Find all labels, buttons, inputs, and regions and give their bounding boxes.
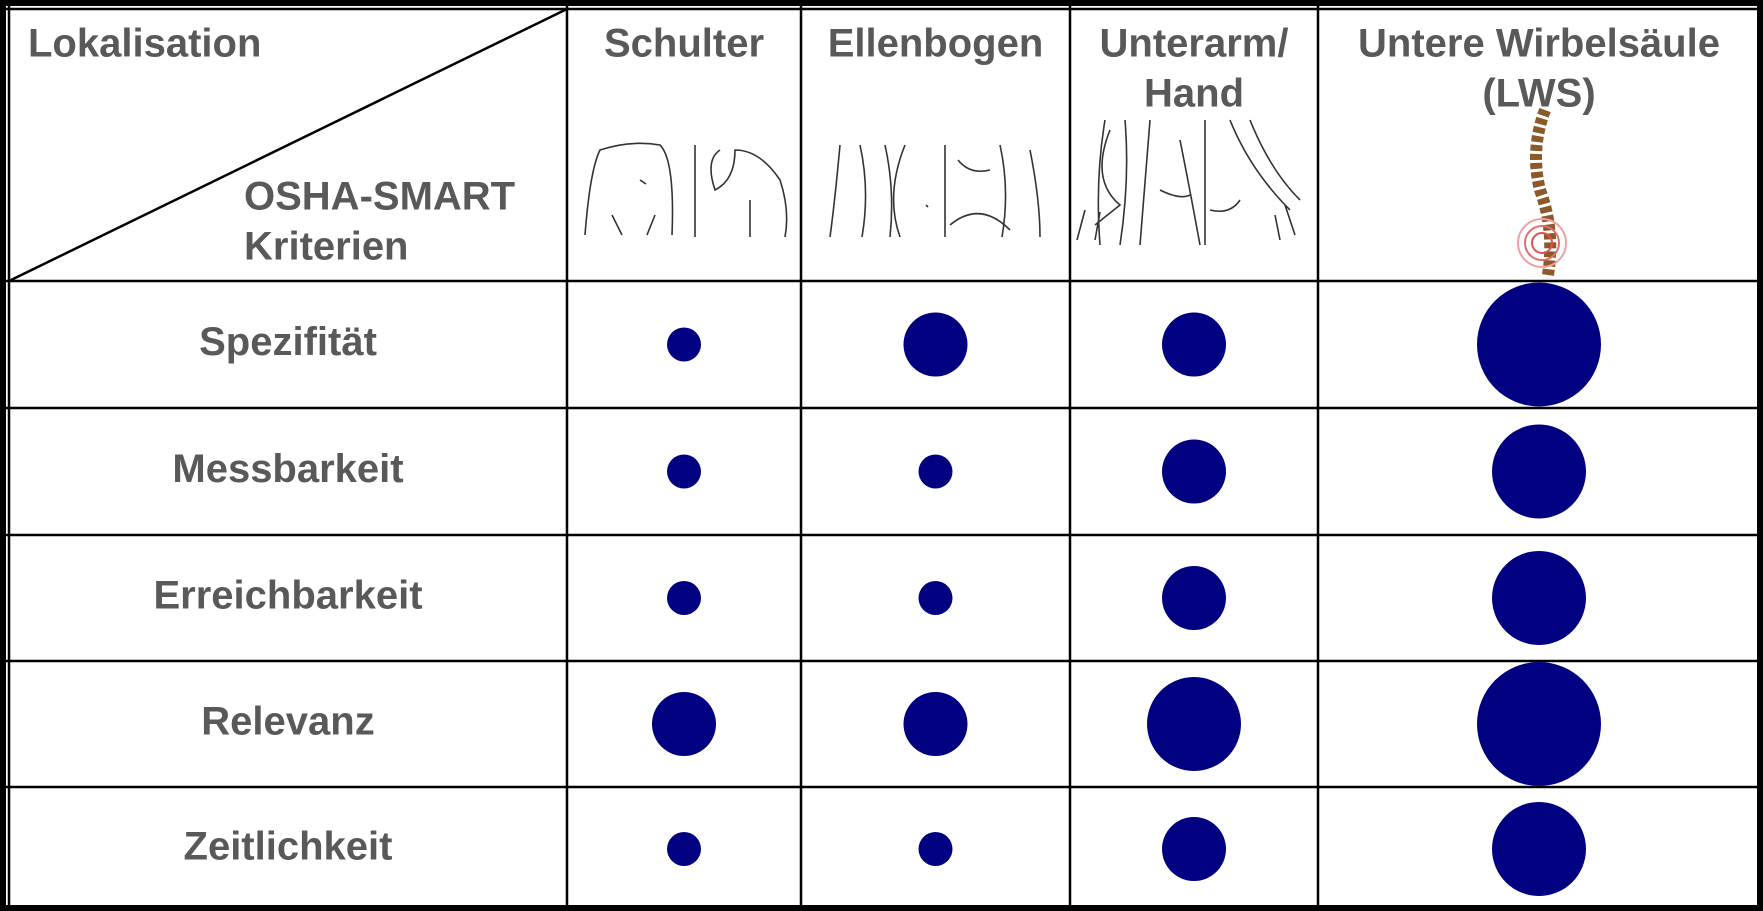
rating-dot [903,312,968,377]
row-label: Messbarkeit [172,447,403,491]
pain-ring [1531,232,1553,254]
column-header: Unterarm/ [1100,22,1289,66]
rating-dot [918,581,953,615]
column-header: Schulter [604,22,764,66]
rating-dot [1492,424,1586,519]
rating-dot [1162,312,1226,377]
row-label: Relevanz [201,700,374,744]
rating-dot [903,692,968,756]
pain-ring [1524,225,1560,261]
rating-dot [652,692,716,756]
rating-dot [667,581,701,615]
rating-dot [918,832,953,866]
row-label: Zeitlichkeit [184,825,393,869]
column-header: Untere Wirbelsäule [1358,22,1720,66]
rating-dot [667,327,701,362]
corner-bottom: OSHA-SMART [244,175,515,219]
rating-dot [1477,282,1601,407]
rating-dot [918,454,953,489]
rating-dot [1492,802,1586,896]
diagonal [8,7,568,283]
column-header: (LWS) [1482,72,1595,116]
forearm-sketch [1076,119,1301,246]
rating-dot [1162,439,1226,504]
elbow-sketch [829,144,1041,238]
row-label: Spezifität [199,320,377,364]
rating-dot [667,832,701,866]
rating-dot [1492,551,1586,645]
rating-dot [1477,662,1601,786]
pain-ring [1517,218,1567,268]
row-label: Erreichbarkeit [153,574,422,618]
corner-bottom: Kriterien [244,225,409,269]
shoulder-sketch [584,142,788,238]
rating-dot [667,454,701,489]
sketches [584,107,1567,276]
spine-sketch [1530,107,1557,276]
column-header: Hand [1144,72,1244,116]
rating-dot [1147,677,1241,771]
column-header: Ellenbogen [828,22,1044,66]
rating-dot [1162,817,1226,881]
rating-dot [1162,566,1226,630]
corner-top: Lokalisation [28,22,261,66]
